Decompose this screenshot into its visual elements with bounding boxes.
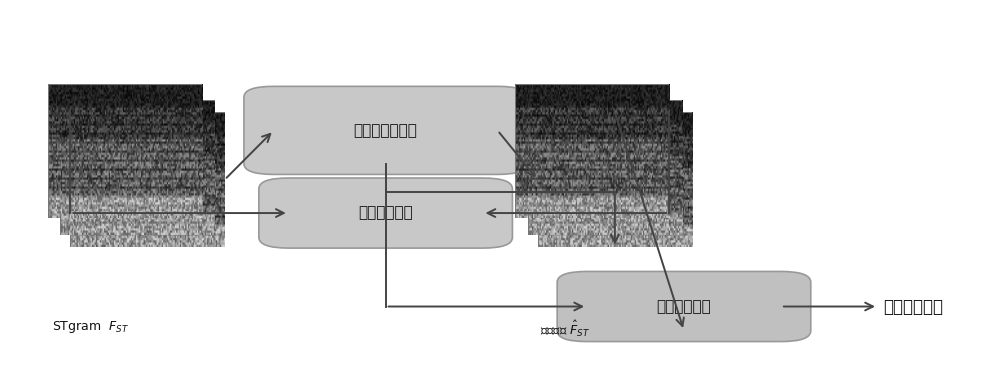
- Text: 阈值判定机制: 阈值判定机制: [657, 299, 711, 314]
- Text: 声学目标状态: 声学目标状态: [883, 297, 943, 315]
- Text: 重构特征 $\hat{F}_{ST}$: 重构特征 $\hat{F}_{ST}$: [540, 319, 590, 339]
- FancyBboxPatch shape: [244, 87, 527, 174]
- FancyBboxPatch shape: [557, 272, 811, 342]
- Text: STgram  $F_{ST}$: STgram $F_{ST}$: [52, 319, 129, 335]
- Text: 误差序列计算: 误差序列计算: [358, 205, 413, 220]
- Text: 特征重构建模块: 特征重构建模块: [354, 123, 418, 138]
- FancyBboxPatch shape: [259, 178, 512, 248]
